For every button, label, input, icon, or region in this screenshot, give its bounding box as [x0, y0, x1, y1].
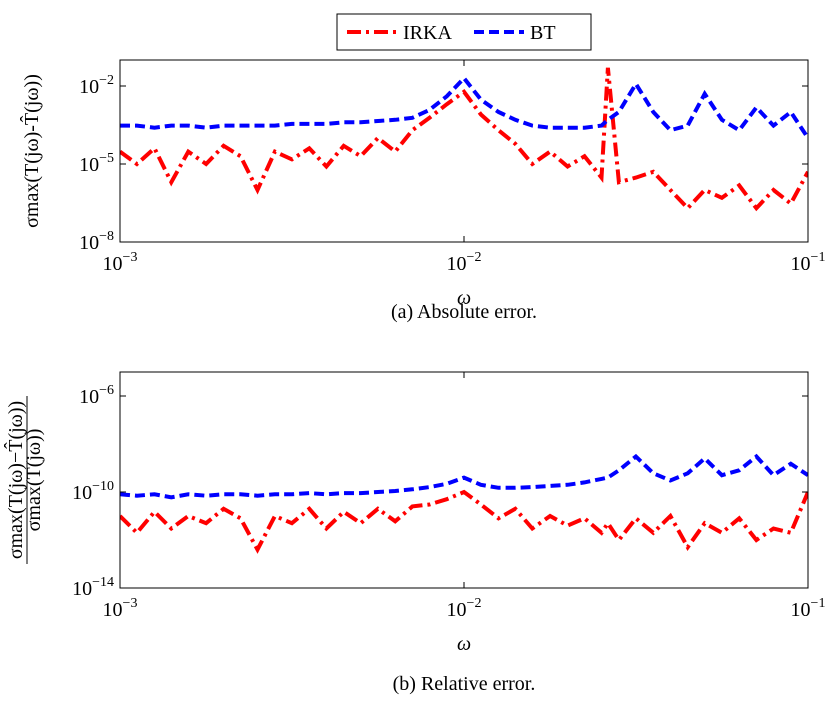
series-line [120, 453, 808, 500]
tick-exponent: −3 [123, 596, 138, 611]
tick-base: 10 [72, 482, 92, 504]
tick-exponent: −6 [99, 383, 114, 398]
tick-exponent: −2 [467, 596, 482, 611]
tick-base: 10 [72, 578, 92, 600]
tick-label: 10−8 [79, 229, 114, 254]
caption: (a) Absolute error. [391, 301, 537, 323]
tick-exponent: −2 [467, 250, 482, 265]
legend-label: BT [530, 22, 556, 44]
tick-base: 10 [79, 154, 99, 176]
tick-exponent: −10 [92, 479, 114, 494]
tick-label: 10−1 [791, 250, 826, 275]
tick-base: 10 [79, 76, 99, 98]
legend-box [336, 13, 592, 51]
series-line [120, 489, 808, 554]
tick-base: 10 [791, 599, 811, 621]
tick-label: 10−3 [103, 596, 138, 621]
y-axis-label-denominator: σmax(T(jω)) [23, 429, 45, 532]
tick-base: 10 [79, 232, 99, 254]
tick-exponent: −5 [99, 151, 114, 166]
tick-label: 10−3 [103, 250, 138, 275]
tick-base: 10 [447, 599, 467, 621]
tick-label: 10−14 [72, 575, 114, 600]
tick-exponent: −1 [811, 596, 826, 611]
tick-label: 10−2 [447, 250, 482, 275]
tick-base: 10 [447, 253, 467, 275]
legend-label: IRKA [403, 22, 452, 44]
tick-base: 10 [79, 386, 99, 408]
tick-exponent: −14 [92, 575, 114, 590]
tick-label: 10−6 [79, 383, 114, 408]
y-axis-label: σmax(T(jω)-T̂(jω)) [19, 74, 43, 228]
caption: (b) Relative error. [393, 673, 536, 695]
tick-base: 10 [103, 599, 123, 621]
tick-exponent: −3 [123, 250, 138, 265]
tick-label: 10−2 [79, 73, 114, 98]
tick-label: 10−5 [79, 151, 114, 176]
axes-frame [119, 371, 809, 589]
tick-base: 10 [103, 253, 123, 275]
tick-exponent: −1 [811, 250, 826, 265]
x-axis-label: ω [457, 633, 471, 655]
tick-label: 10−1 [791, 596, 826, 621]
axes-frame [119, 59, 809, 243]
tick-label: 10−10 [72, 479, 114, 504]
series-line [120, 67, 808, 212]
y-axis-label-numerator: σmax(T(jω)−T̂(jω)) [3, 401, 27, 559]
plot-area [120, 453, 808, 554]
tick-exponent: −2 [99, 73, 114, 88]
plot-area [120, 67, 808, 212]
tick-label: 10−2 [447, 596, 482, 621]
x-axis-label: ω [457, 287, 471, 309]
tick-exponent: −8 [99, 229, 114, 244]
series-line [120, 75, 808, 140]
tick-base: 10 [791, 253, 811, 275]
